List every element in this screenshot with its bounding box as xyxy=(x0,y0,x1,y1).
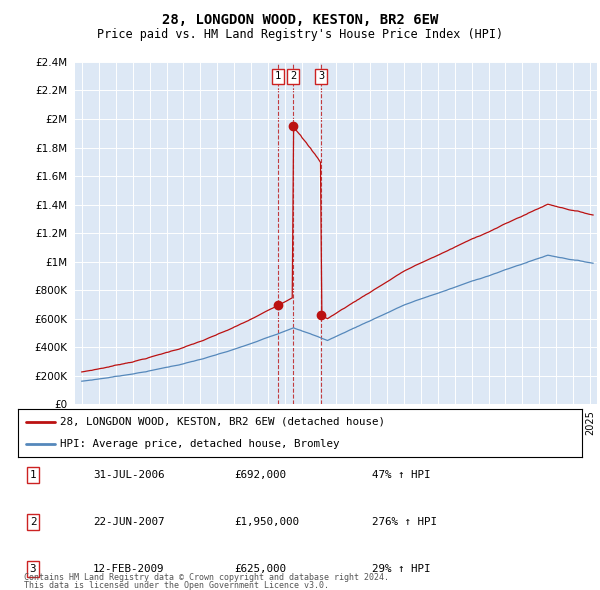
Text: 1: 1 xyxy=(30,470,36,480)
Text: 28, LONGDON WOOD, KESTON, BR2 6EW (detached house): 28, LONGDON WOOD, KESTON, BR2 6EW (detac… xyxy=(60,417,385,427)
Text: 12-FEB-2009: 12-FEB-2009 xyxy=(93,565,164,574)
Text: 22-JUN-2007: 22-JUN-2007 xyxy=(93,517,164,527)
Text: 28, LONGDON WOOD, KESTON, BR2 6EW: 28, LONGDON WOOD, KESTON, BR2 6EW xyxy=(162,13,438,27)
Text: Price paid vs. HM Land Registry's House Price Index (HPI): Price paid vs. HM Land Registry's House … xyxy=(97,28,503,41)
Text: 3: 3 xyxy=(30,565,36,574)
Text: £692,000: £692,000 xyxy=(234,470,286,480)
Text: 276% ↑ HPI: 276% ↑ HPI xyxy=(372,517,437,527)
Text: 29% ↑ HPI: 29% ↑ HPI xyxy=(372,565,431,574)
Text: £1,950,000: £1,950,000 xyxy=(234,517,299,527)
Text: This data is licensed under the Open Government Licence v3.0.: This data is licensed under the Open Gov… xyxy=(24,581,329,590)
Text: HPI: Average price, detached house, Bromley: HPI: Average price, detached house, Brom… xyxy=(60,439,340,449)
Text: 2: 2 xyxy=(290,71,296,81)
Text: 2: 2 xyxy=(30,517,36,527)
Text: 31-JUL-2006: 31-JUL-2006 xyxy=(93,470,164,480)
Text: 1: 1 xyxy=(275,71,281,81)
Text: £625,000: £625,000 xyxy=(234,565,286,574)
Text: Contains HM Land Registry data © Crown copyright and database right 2024.: Contains HM Land Registry data © Crown c… xyxy=(24,572,389,582)
Text: 47% ↑ HPI: 47% ↑ HPI xyxy=(372,470,431,480)
Text: 3: 3 xyxy=(318,71,324,81)
